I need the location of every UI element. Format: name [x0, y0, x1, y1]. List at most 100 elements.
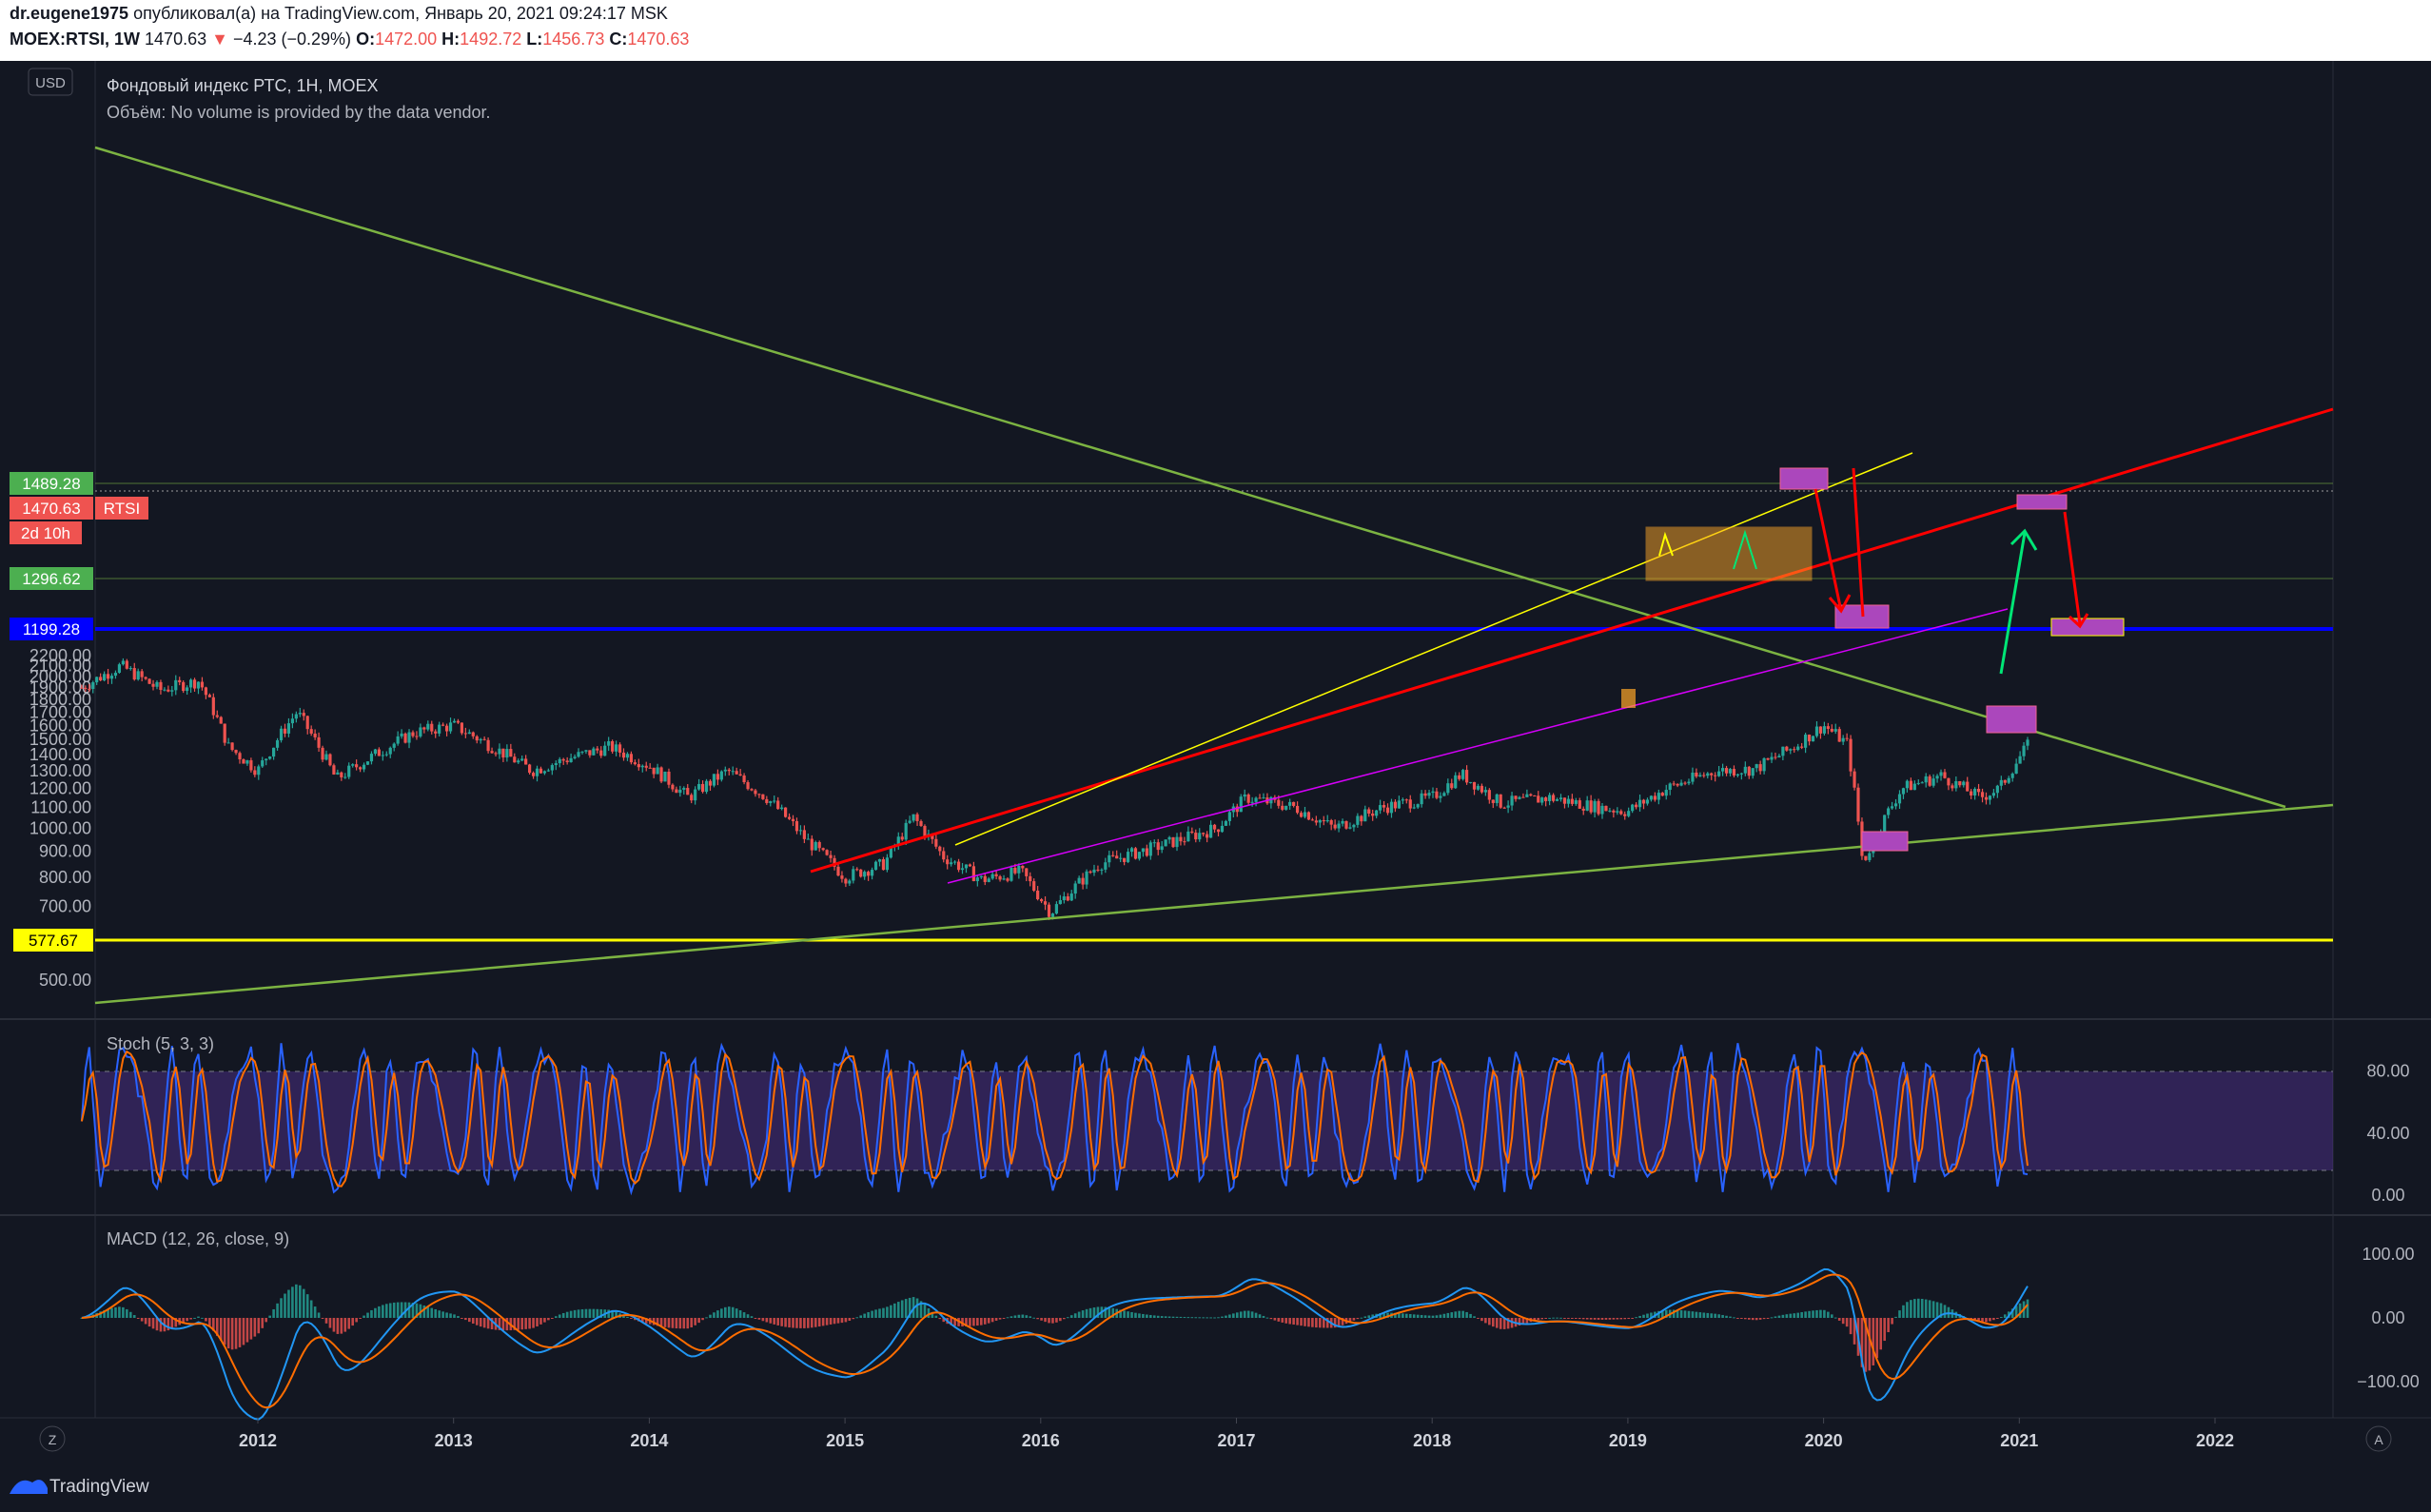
candle-body [1431, 791, 1435, 794]
macd-bar [461, 1318, 463, 1319]
candle-body [1021, 865, 1025, 869]
macd-bar [867, 1311, 870, 1318]
symbol-tag[interactable] [95, 497, 148, 520]
trendline-yellow[interactable] [954, 452, 1913, 846]
trendline-red[interactable] [810, 407, 2334, 874]
chart-frame[interactable]: 500.00600.00700.00800.00900.001000.00110… [0, 61, 2431, 1512]
macd-bar [1687, 1310, 1691, 1318]
symbol[interactable]: MOEX:RTSI, 1W [10, 29, 141, 49]
price-axis[interactable]: 500.00600.00700.00800.00900.001000.00110… [29, 646, 91, 990]
candle-body [1043, 901, 1048, 905]
macd-axis[interactable]: 100.00 0.00 −100.00 [2357, 1245, 2420, 1391]
trendline-green-ascending[interactable] [94, 803, 2334, 1005]
macd-bar [915, 1298, 919, 1318]
red-arrow-3[interactable] [2063, 511, 2082, 625]
orange-small-box[interactable] [1621, 689, 1636, 708]
macd-bar [1525, 1318, 1529, 1324]
timer-tag[interactable] [10, 521, 82, 544]
author[interactable]: dr.eugene1975 [10, 4, 129, 23]
red-arrow-1[interactable] [1813, 488, 1843, 612]
candle-body [1924, 776, 1928, 783]
candle-body [1947, 777, 1951, 786]
macd-bar [1989, 1318, 1991, 1322]
stoch-k-line[interactable] [80, 1042, 2029, 1196]
macd-bar [1841, 1318, 1845, 1325]
macd-bar [441, 1311, 444, 1318]
macd-bar [464, 1318, 467, 1321]
macd-bar [807, 1318, 810, 1328]
macd-line[interactable] [81, 1267, 2029, 1421]
macd-bar [942, 1318, 946, 1323]
z-button[interactable] [39, 1425, 66, 1452]
candle-body [1939, 772, 1943, 776]
lvl2-tag[interactable] [10, 567, 93, 590]
macd-bar [1431, 1315, 1435, 1318]
purple-box-6[interactable] [1861, 831, 1909, 852]
candle-body [1216, 829, 1221, 833]
macd-bar [1833, 1317, 1837, 1319]
purple-box-1[interactable] [1779, 467, 1829, 490]
macd-bar [302, 1288, 305, 1318]
time-axis[interactable]: 2012 2013 2014 2015 2016 2017 2018 2019 2020 2021… [239, 1418, 2234, 1450]
macd-bar [1281, 1318, 1284, 1323]
chart-svg[interactable]: 500.00600.00700.00800.00900.001000.00110… [0, 61, 2431, 1512]
macd-bar [532, 1318, 535, 1328]
macd-bar [1679, 1310, 1683, 1318]
macd-bar [1265, 1317, 1269, 1319]
candle-body [1119, 857, 1123, 859]
purple-box-4[interactable] [2050, 618, 2125, 637]
macd-bar [2000, 1317, 2003, 1319]
candle-body [667, 771, 671, 785]
macd-bar [1902, 1305, 1905, 1318]
macd-bar [1013, 1315, 1017, 1318]
candle-body [1050, 913, 1055, 917]
macd-bar [1029, 1316, 1032, 1318]
candle-body [1198, 833, 1202, 840]
macd-bar [1758, 1318, 1762, 1320]
trendline-green-descending[interactable] [94, 146, 2286, 809]
currency-button[interactable] [28, 68, 73, 96]
macd-bar [1642, 1314, 1645, 1318]
macd-bar [825, 1318, 829, 1325]
lvl3-tag[interactable] [10, 618, 93, 640]
purple-box-3[interactable] [2016, 494, 2068, 510]
candle-body [249, 760, 253, 771]
macd-bar [182, 1318, 185, 1324]
macd-bar [1017, 1314, 1021, 1318]
candle-body [1954, 780, 1958, 789]
macd-signal-line[interactable] [81, 1273, 2029, 1409]
macd-bar [577, 1309, 580, 1318]
orange-zone[interactable] [1645, 526, 1813, 581]
candle-body [863, 872, 867, 877]
last-price: 1470.63 [145, 29, 207, 49]
green-arrow[interactable] [1999, 532, 2027, 675]
candle-body [539, 768, 543, 774]
candle-body [1246, 794, 1250, 803]
lvl1-tag[interactable] [10, 472, 93, 495]
candle-body [1111, 854, 1115, 856]
last-tag[interactable] [10, 497, 93, 520]
macd-bar [1875, 1318, 1879, 1359]
trendline-magenta[interactable] [947, 608, 2009, 884]
macd-bar [1235, 1312, 1239, 1318]
a-button[interactable] [2365, 1425, 2392, 1452]
candle-body [1637, 799, 1642, 808]
candle-body [1066, 896, 1069, 901]
candle-body [923, 826, 927, 837]
candle-body [938, 846, 942, 852]
candle-body [558, 758, 561, 764]
macd-bar [1292, 1318, 1295, 1325]
candle-body [694, 789, 697, 801]
candle-body [298, 713, 302, 715]
tradingview-logo-icon[interactable] [10, 1480, 48, 1494]
lvl4-tag[interactable] [13, 929, 93, 952]
stoch-d-line[interactable] [80, 1050, 2029, 1188]
candle-body [769, 801, 773, 803]
purple-box-5[interactable] [1986, 705, 2037, 734]
candle-body [1608, 810, 1612, 812]
candle-body [1393, 801, 1398, 809]
macd-bar [814, 1318, 817, 1327]
macd-bar [1088, 1307, 1092, 1318]
red-arrow-2[interactable] [1852, 467, 1865, 618]
stoch-axis[interactable]: 80.00 40.00 0.00 [2366, 1062, 2409, 1205]
